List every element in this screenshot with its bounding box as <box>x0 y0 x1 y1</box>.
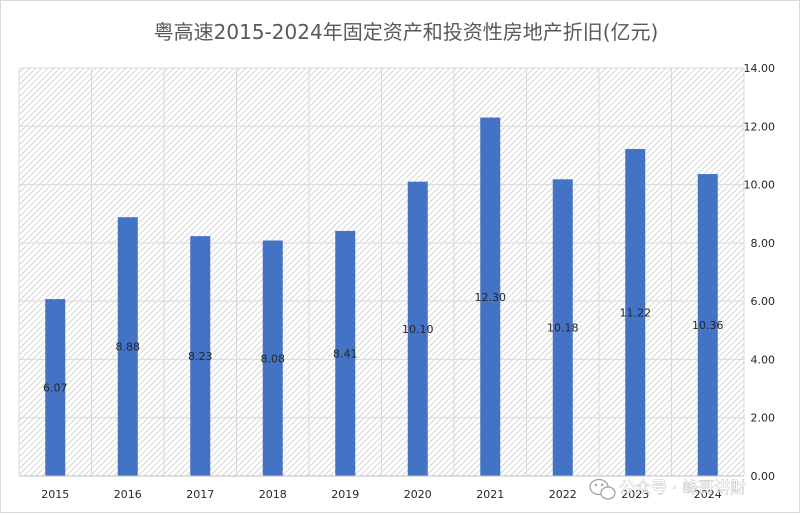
data-label: 10.18 <box>547 322 579 335</box>
x-tick-label: 2018 <box>259 488 287 501</box>
bar <box>407 181 428 476</box>
wechat-icon <box>589 478 616 500</box>
bars <box>45 117 718 477</box>
data-label: 8.08 <box>261 352 286 365</box>
y-tick-label: 4.00 <box>751 353 776 366</box>
bar <box>117 217 138 476</box>
data-label: 8.88 <box>116 341 141 354</box>
bar <box>262 240 283 476</box>
x-tick-label: 2019 <box>331 488 359 501</box>
bar <box>480 117 501 477</box>
bar <box>552 179 573 476</box>
watermark-text: 公众号 · 峰哥讲财 <box>619 478 746 497</box>
y-tick-label: 2.00 <box>751 412 776 425</box>
x-tick-label: 2015 <box>41 488 69 501</box>
bar <box>697 174 718 476</box>
chart-title: 粤高速2015-2024年固定资产和投资性房地产折旧(亿元) <box>154 20 659 44</box>
bar <box>335 230 356 476</box>
y-tick-label: 8.00 <box>751 237 776 250</box>
data-label: 10.36 <box>692 319 724 332</box>
bar <box>45 299 66 476</box>
y-tick-label: 6.00 <box>751 295 776 308</box>
data-label: 11.22 <box>620 307 652 320</box>
bar <box>625 149 646 476</box>
data-label: 6.07 <box>43 382 68 395</box>
data-label: 12.30 <box>475 291 507 304</box>
x-tick-label: 2023 <box>621 488 649 501</box>
data-label: 8.23 <box>188 350 213 363</box>
bar <box>190 236 211 476</box>
x-axis: 2015 2016 2017 2018 2019 2020 2021 2022 2023 2024 <box>19 475 744 501</box>
data-label: 8.41 <box>333 347 358 360</box>
watermark: 公众号 · 峰哥讲财 <box>589 478 747 500</box>
y-tick-label: 10.00 <box>744 179 776 192</box>
x-tick-label: 2016 <box>114 488 142 501</box>
y-tick-label: 14.00 <box>744 62 776 75</box>
x-tick-label: 2021 <box>476 488 504 501</box>
y-axis: 0.00 2.00 4.00 6.00 8.00 10.00 12.00 14.00 <box>744 62 776 483</box>
x-tick-label: 2024 <box>694 488 722 501</box>
data-labels: 6.07 8.88 8.23 8.08 8.41 10.10 12.30 10.18 11.22… <box>43 291 724 395</box>
y-tick-label: 0.00 <box>751 470 776 483</box>
data-label: 10.10 <box>402 323 434 336</box>
x-tick-label: 2022 <box>549 488 577 501</box>
grid-lines <box>18 67 745 477</box>
x-tick-label: 2020 <box>404 488 432 501</box>
y-tick-label: 12.00 <box>744 120 776 133</box>
x-tick-label: 2017 <box>186 488 214 501</box>
